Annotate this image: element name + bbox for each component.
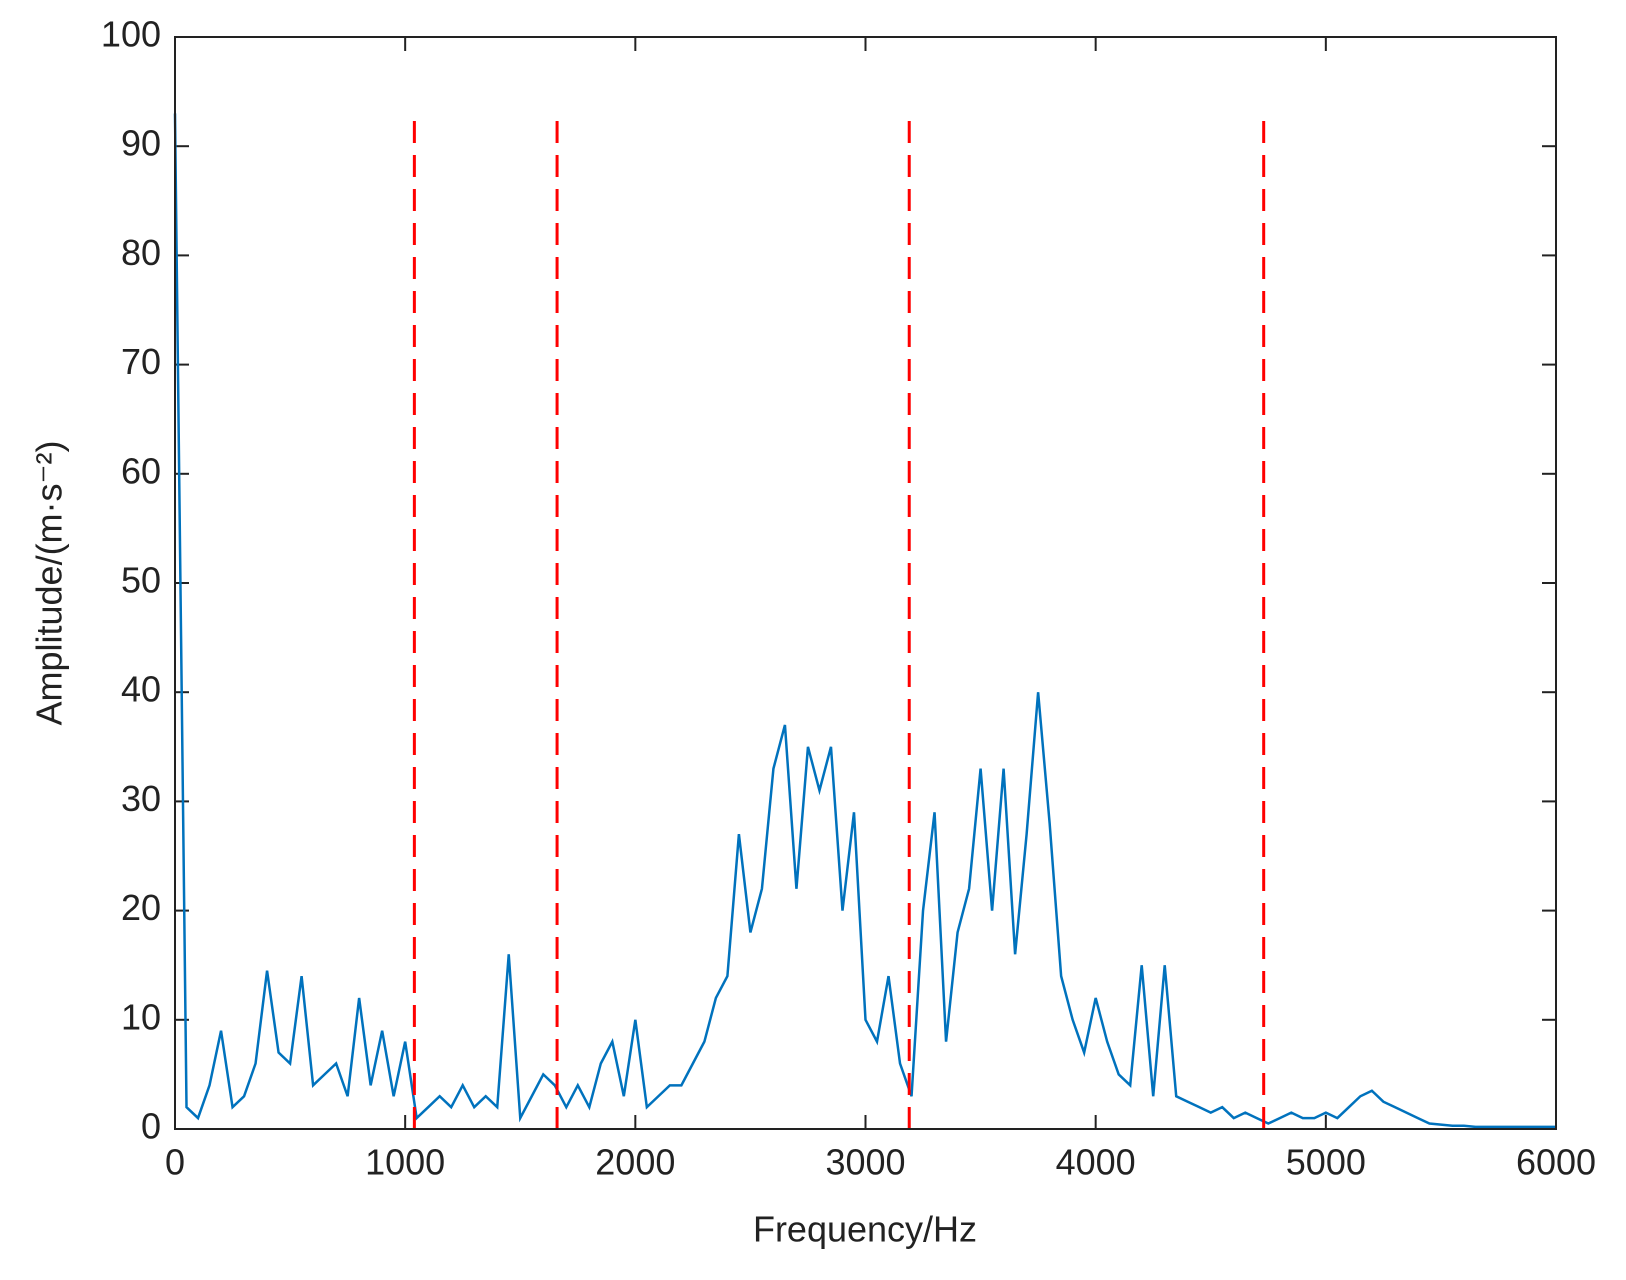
x-tick-label: 5000 — [1286, 1142, 1366, 1183]
y-tick-label: 50 — [121, 560, 161, 601]
y-tick-label: 20 — [121, 887, 161, 928]
plot-area — [175, 37, 1556, 1129]
spectrum-line — [173, 113, 1556, 1129]
x-tick-label: 4000 — [1056, 1142, 1136, 1183]
x-tick-label: 3000 — [825, 1142, 905, 1183]
y-tick-label: 30 — [121, 778, 161, 819]
y-tick-label: 70 — [121, 341, 161, 382]
y-tick-label: 100 — [101, 14, 161, 55]
x-tick-label: 2000 — [595, 1142, 675, 1183]
y-axis-label: Amplitude/(m·s⁻²) — [29, 440, 70, 725]
y-tick-label: 90 — [121, 123, 161, 164]
y-tick-label: 80 — [121, 232, 161, 273]
x-tick-label: 0 — [165, 1142, 185, 1183]
x-axis-label: Frequency/Hz — [753, 1209, 977, 1250]
y-tick-label: 10 — [121, 996, 161, 1037]
plot-frame — [174, 36, 1557, 1130]
y-tick-label: 40 — [121, 669, 161, 710]
x-tick-label: 1000 — [365, 1142, 445, 1183]
y-tick-label: 0 — [141, 1106, 161, 1147]
y-tick-label: 60 — [121, 450, 161, 491]
x-tick-label: 6000 — [1516, 1142, 1596, 1183]
